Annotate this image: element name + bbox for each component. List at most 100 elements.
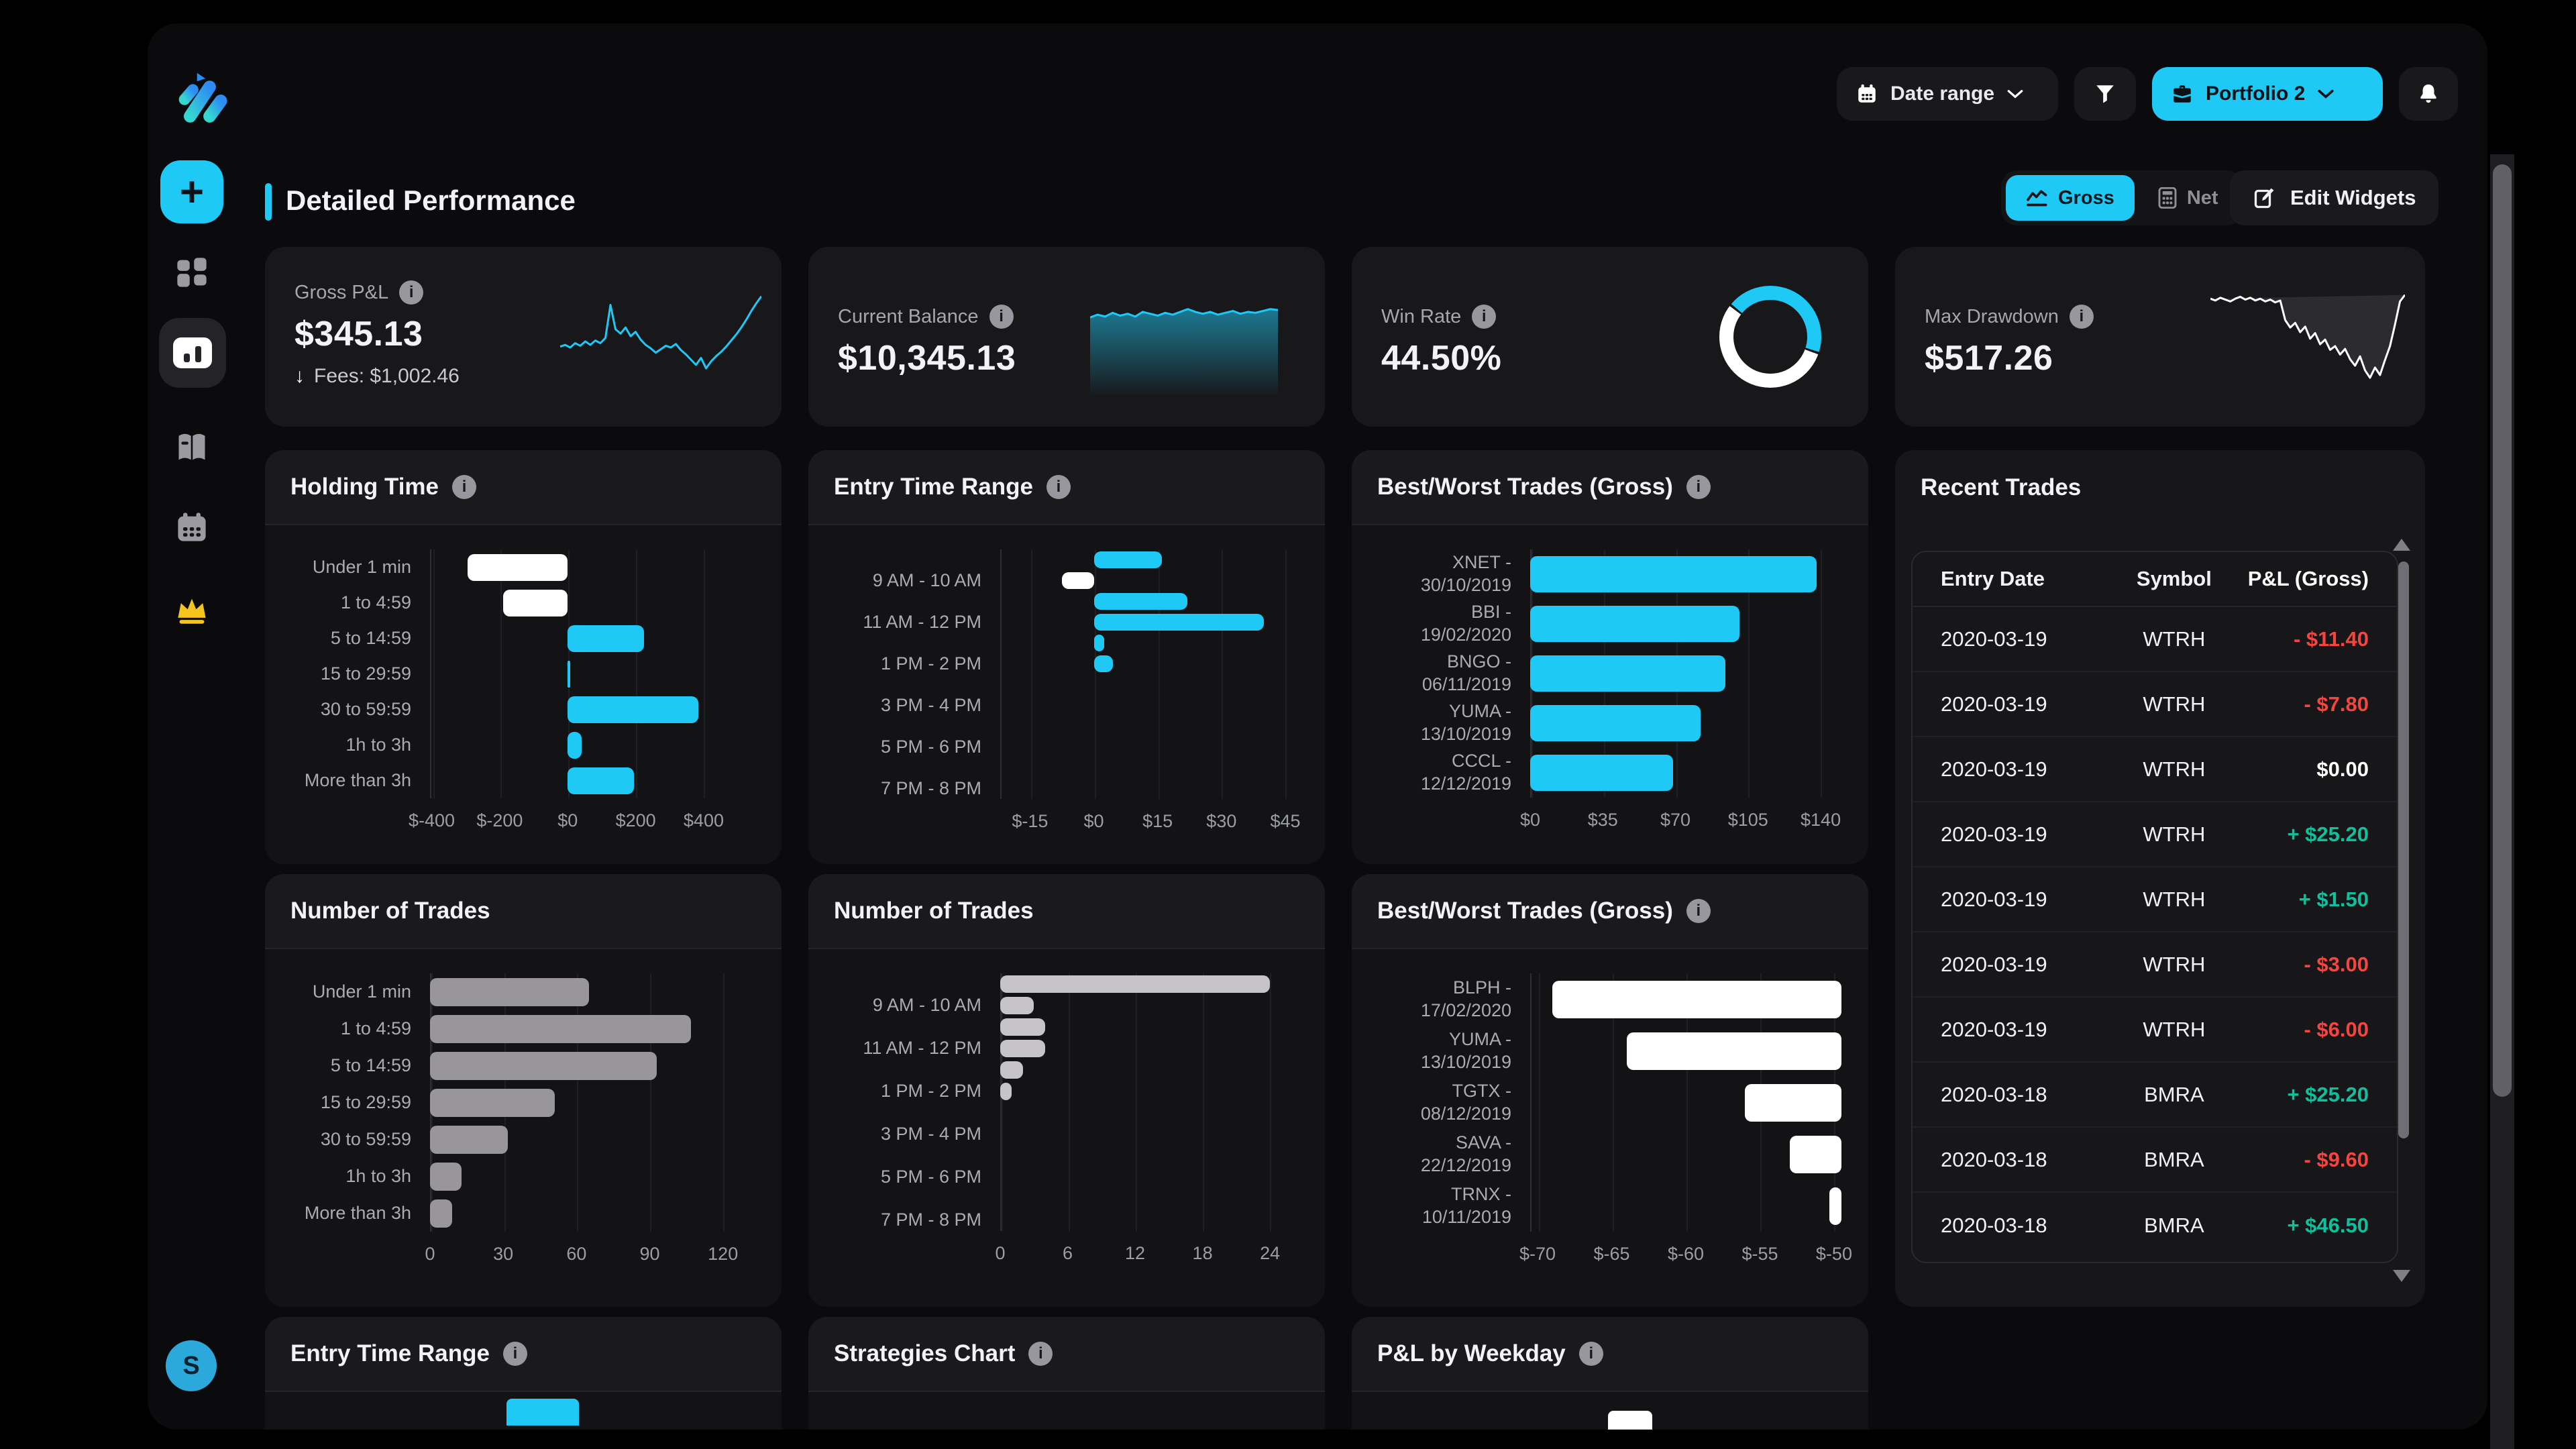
notifications-button[interactable] [2399,67,2458,121]
column-header-symbol: Symbol [2136,567,2212,590]
app-window: Date range Portfolio 2 + [148,23,2487,1430]
tick-label: $-400 [409,810,455,830]
bar [1000,1040,1046,1057]
add-widget-button[interactable]: + [160,160,223,223]
cell-symbol: BMRA [2144,1082,2204,1106]
bar [1093,655,1114,672]
tick-label: $-15 [1012,811,1049,831]
bar [1552,980,1841,1018]
bar [1093,593,1188,610]
chart-row: 30 to 59:59 [289,692,755,727]
category-label: 1h to 3h [345,734,411,755]
chart-row: BNGO - 06/11/2019 [1376,649,1841,698]
table-scroll-up-icon[interactable] [2393,539,2410,551]
bar [1000,997,1034,1014]
tick-label: $140 [1801,810,1841,830]
table-row[interactable]: 2020-03-19 WTRH - $6.00 [1913,998,2397,1063]
chart-row: More than 3h [289,763,755,798]
table-row[interactable]: 2020-03-19 WTRH + $25.20 [1913,802,2397,867]
app-logo-icon[interactable] [168,60,235,127]
cell-pnl: + $25.20 [2287,1082,2369,1106]
info-icon[interactable]: i [1686,475,1711,499]
user-avatar[interactable]: S [166,1340,217,1391]
sidebar-item-calendar-icon[interactable] [174,510,209,545]
cell-pnl: - $7.80 [2304,692,2369,716]
widget-title: Entry Time Range [834,474,1033,500]
calendar-icon [1858,84,1876,103]
category-label: 11 AM - 12 PM [863,1038,981,1059]
page-scrollbar-thumb[interactable] [2493,164,2512,1097]
table-scrollbar-thumb[interactable] [2398,561,2409,1138]
tick-label: $35 [1587,810,1618,830]
category-label: 3 PM - 4 PM [880,1124,981,1144]
table-row[interactable]: 2020-03-19 WTRH - $11.40 [1913,607,2397,672]
sidebar-item-journal-icon[interactable] [174,429,209,464]
info-icon[interactable]: i [1046,475,1071,499]
gross-toggle-button[interactable]: Gross [2006,175,2135,221]
info-icon[interactable]: i [1578,1342,1603,1366]
portfolio-label: Portfolio 2 [2206,83,2306,105]
tick-label: $45 [1270,811,1301,831]
tick-label: 120 [708,1244,739,1264]
cell-entry-date: 2020-03-18 [1941,1147,2047,1171]
bar [1530,606,1740,642]
chart-row: 1 PM - 2 PM [833,1081,1298,1102]
chart-row [833,1016,1298,1038]
net-toggle-button[interactable]: Net [2137,175,2239,221]
edit-widgets-button[interactable]: Edit Widgets [2230,170,2439,225]
info-icon[interactable]: i [989,305,1014,329]
category-label: 5 to 14:59 [330,627,411,648]
chart-row: 9 AM - 10 AM [833,570,1298,591]
widget-title: Number of Trades [834,898,1034,924]
sidebar-item-reports-active[interactable] [159,318,226,388]
table-scroll-down-icon[interactable] [2393,1270,2410,1282]
info-icon[interactable]: i [502,1342,527,1366]
info-icon[interactable]: i [1472,305,1497,329]
info-icon[interactable]: i [399,280,424,305]
chart-row [833,674,1298,695]
date-range-button[interactable]: Date range [1837,67,2058,121]
category-label: TGTX - 08/12/2019 [1420,1080,1511,1124]
sidebar-item-premium-crown-icon[interactable] [174,593,209,628]
title-accent-bar [265,183,272,221]
table-row[interactable]: 2020-03-18 BMRA - $9.60 [1913,1128,2397,1193]
category-label: TRNX - 10/11/2019 [1421,1183,1511,1227]
chart-row [833,757,1298,778]
cell-symbol: WTRH [2143,757,2206,781]
info-icon[interactable]: i [2069,305,2094,329]
category-label: 5 PM - 6 PM [880,736,981,757]
bar [1530,705,1701,741]
chart-row: 11 AM - 12 PM [833,1038,1298,1059]
category-label: Under 1 min [312,556,411,577]
widget-title: P&L by Weekday [1377,1340,1566,1366]
bar [1000,1018,1046,1036]
table-row[interactable]: 2020-03-18 BMRA + $25.20 [1913,1063,2397,1128]
bar [430,1162,462,1191]
category-label: 7 PM - 8 PM [880,1210,981,1230]
info-icon[interactable]: i [1686,899,1711,923]
table-row[interactable]: 2020-03-18 BMRA + $46.50 [1913,1193,2397,1258]
chart-row: 1h to 3h [289,727,755,763]
info-icon[interactable]: i [452,475,477,499]
cell-pnl: + $25.20 [2287,822,2369,846]
holding-time-widget: Holding Time i Under 1 min 1 to 4:59 5 to 14… [265,450,782,864]
gross-pnl-sparkline [560,290,761,384]
table-row[interactable]: 2020-03-19 WTRH + $1.50 [1913,867,2397,932]
page-scrollbar-track[interactable] [2490,154,2514,1449]
sidebar-item-dashboard-icon[interactable] [174,255,209,290]
bar [430,977,589,1006]
stat-value: 44.50% [1381,339,1502,378]
tick-label: $0 [1519,810,1541,830]
column-header-entry-date: Entry Date [1941,567,2045,590]
clipped-bar [1608,1411,1652,1430]
table-row[interactable]: 2020-03-19 WTRH $0.00 [1913,737,2397,802]
table-row[interactable]: 2020-03-19 WTRH - $3.00 [1913,932,2397,998]
cell-symbol: BMRA [2144,1147,2204,1171]
tick-label: $105 [1727,810,1768,830]
filter-button[interactable] [2074,67,2136,121]
cell-entry-date: 2020-03-19 [1941,757,2047,781]
table-row[interactable]: 2020-03-19 WTRH - $7.80 [1913,672,2397,737]
info-icon[interactable]: i [1028,1342,1053,1366]
portfolio-button[interactable]: Portfolio 2 [2152,67,2383,121]
stat-value: $10,345.13 [838,339,1016,378]
